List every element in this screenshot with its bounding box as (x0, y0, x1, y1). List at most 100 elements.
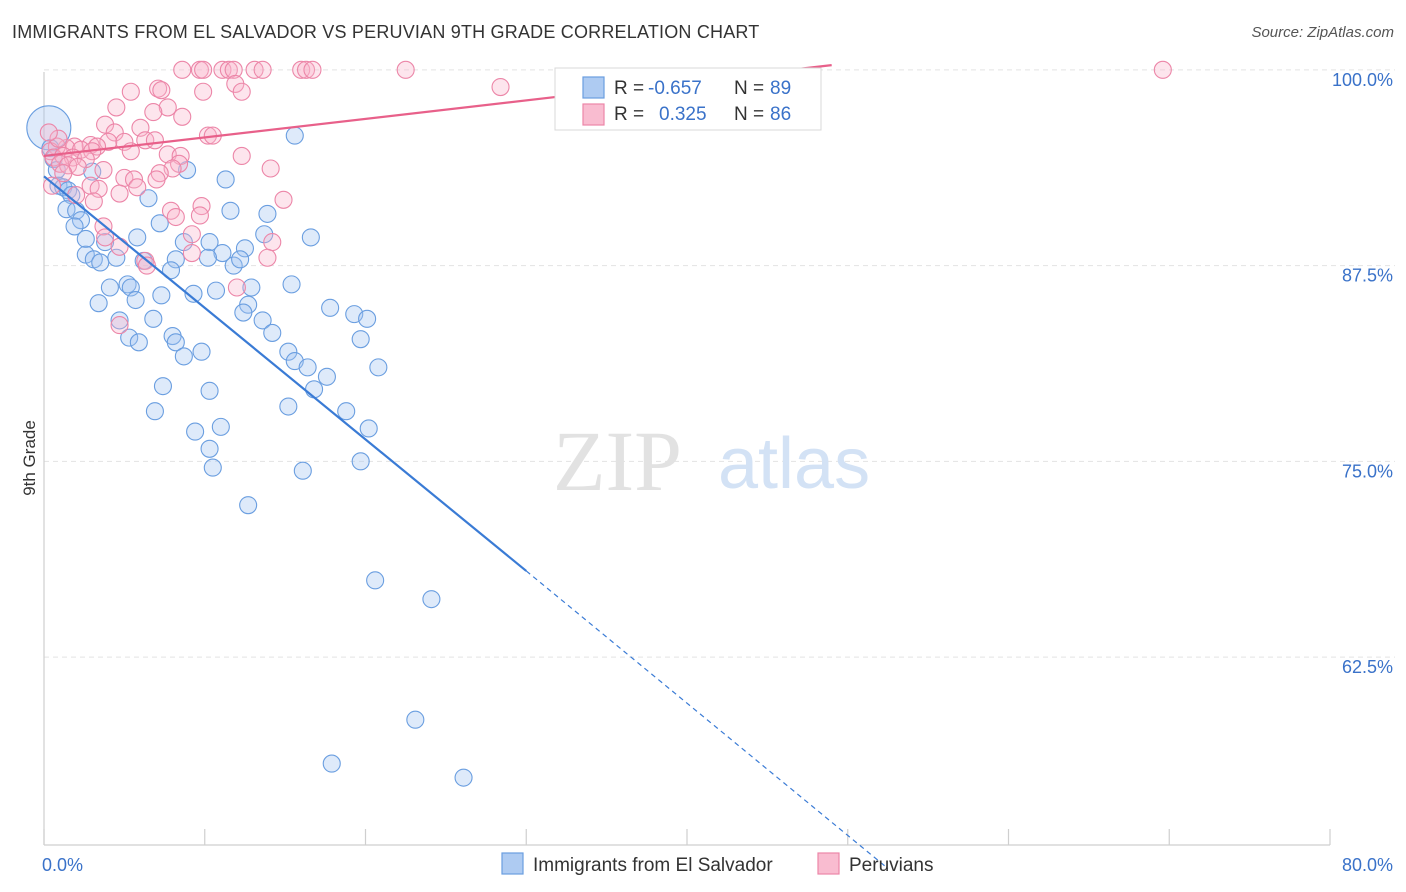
legend-n-label-blue: N = (734, 78, 764, 99)
point-el-salvador-33 (231, 250, 250, 269)
point-el-salvador-84 (216, 170, 235, 189)
trend-line-el-salvador-extension (525, 570, 889, 869)
point-peruvian-72 (182, 225, 201, 244)
point-peruvian-76 (258, 248, 277, 267)
y-axis-label: 9th Grade (20, 420, 39, 496)
legend-swatch-pink (582, 103, 605, 126)
point-peruvian-71 (96, 228, 115, 247)
point-el-salvador-16 (221, 201, 240, 220)
point-peruvian-59 (147, 170, 166, 189)
point-peruvian-32 (145, 131, 164, 150)
point-peruvian-24 (96, 115, 115, 134)
point-peruvian-30 (99, 132, 118, 151)
watermark-zip: ZIP (553, 413, 682, 509)
point-el-salvador-47 (110, 311, 129, 330)
legend-r-value-pink: 0.325 (659, 104, 707, 125)
y-tick-label-0: 100.0% (1332, 70, 1393, 90)
point-el-salvador-49 (253, 311, 272, 330)
point-peruvian-63 (42, 176, 62, 195)
point-peruvian-9 (296, 60, 316, 79)
point-peruvian-81 (49, 129, 68, 148)
point-el-salvador-87 (139, 189, 158, 208)
point-peruvian-83 (39, 123, 58, 142)
point-peruvian-73 (263, 233, 282, 252)
point-el-salvador-29 (166, 250, 185, 269)
point-peruvian-17 (121, 82, 140, 101)
point-peruvian-55 (261, 159, 280, 178)
point-el-salvador-60 (174, 347, 193, 366)
series-legend: Immigrants from El Salvador Peruvians (501, 852, 934, 876)
point-peruvian-75 (182, 244, 201, 263)
point-el-salvador-52 (120, 328, 139, 347)
point-peruvian-78 (137, 256, 156, 275)
point-el-salvador-67 (305, 380, 324, 399)
point-el-salvador-58 (192, 342, 211, 361)
point-el-salvador-37 (184, 284, 203, 303)
point-el-salvador-30 (161, 261, 181, 280)
point-peruvian-48 (232, 146, 251, 166)
point-el-salvador-26 (91, 253, 110, 272)
point-peruvian-67 (161, 201, 181, 220)
x-tick-labels: 0.0% 80.0% (42, 855, 1393, 875)
chart-title: IMMIGRANTS FROM EL SALVADOR VS PERUVIAN … (12, 22, 760, 42)
point-peruvian-74 (110, 237, 129, 256)
point-peruvian-79 (227, 278, 246, 297)
y-tick-label-1: 87.5% (1342, 266, 1393, 286)
point-peruvian-85 (128, 178, 147, 197)
legend-r-label-pink: R = (614, 104, 644, 125)
point-el-salvador-42 (126, 290, 145, 310)
point-el-salvador-39 (242, 278, 261, 297)
point-el-salvador-57 (351, 330, 370, 349)
point-el-salvador-65 (153, 377, 173, 396)
point-el-salvador-23 (301, 228, 320, 247)
x-axis-ticks (43, 829, 1331, 845)
point-peruvian-7 (253, 60, 272, 79)
point-el-salvador-62 (298, 358, 317, 377)
trend-line-el-salvador (43, 175, 527, 572)
legend-r-label-blue: R = (614, 78, 644, 99)
point-el-salvador-19 (200, 233, 219, 252)
point-peruvian-12 (1153, 60, 1172, 79)
point-peruvian-19 (491, 78, 510, 97)
series-peruvians (39, 60, 1172, 335)
point-el-salvador-78 (239, 496, 258, 515)
point-el-salvador-76 (203, 458, 222, 477)
point-peruvian-18 (152, 81, 171, 100)
point-peruvian-66 (192, 197, 211, 216)
bottom-legend-swatch-blue (501, 852, 524, 875)
point-peruvian-80 (110, 316, 129, 335)
point-el-salvador-51 (358, 309, 377, 328)
point-el-salvador-40 (282, 275, 301, 294)
point-el-salvador-27 (107, 248, 126, 267)
watermark-atlas: atlas (718, 424, 870, 504)
point-el-salvador-70 (337, 402, 356, 421)
legend-n-value-pink: 86 (770, 104, 791, 125)
point-el-salvador-80 (422, 590, 441, 609)
point-peruvian-26 (105, 123, 124, 142)
point-peruvian-65 (84, 192, 103, 211)
bottom-legend-swatch-pink (817, 852, 840, 875)
point-peruvian-82 (54, 164, 73, 183)
point-peruvian-15 (149, 79, 168, 98)
point-peruvian-22 (144, 103, 163, 122)
point-peruvian-2 (194, 60, 213, 79)
point-el-salvador-81 (406, 710, 425, 729)
point-el-salvador-77 (293, 461, 312, 480)
point-peruvian-10 (303, 60, 322, 79)
point-el-salvador-38 (206, 281, 226, 300)
point-el-salvador-71 (186, 422, 205, 441)
point-el-salvador-75 (351, 452, 370, 471)
correlation-legend: R = -0.657 N = 89 R = 0.325 N = 86 (554, 67, 822, 131)
point-el-salvador-20 (213, 244, 232, 263)
point-el-salvador-64 (317, 367, 336, 386)
y-tick-labels: 100.0% 87.5% 75.0% 62.5% (1332, 70, 1393, 677)
point-el-salvador-69 (145, 402, 164, 421)
point-el-salvador-45 (234, 303, 253, 322)
point-peruvian-64 (274, 190, 293, 209)
point-el-salvador-31 (198, 248, 218, 267)
point-el-salvador-21 (235, 239, 254, 258)
point-peruvian-53 (94, 161, 113, 180)
point-peruvian-21 (107, 98, 126, 117)
point-el-salvador-56 (263, 323, 282, 342)
